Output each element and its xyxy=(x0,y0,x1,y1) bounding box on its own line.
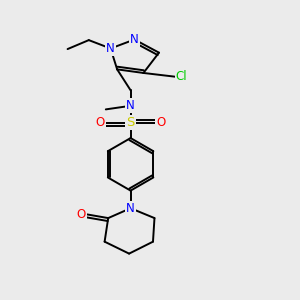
Text: N: N xyxy=(130,33,139,46)
Text: N: N xyxy=(126,99,135,112)
Text: O: O xyxy=(77,208,86,221)
Text: S: S xyxy=(126,116,135,129)
Text: N: N xyxy=(106,42,115,55)
Text: Cl: Cl xyxy=(176,70,188,83)
Text: O: O xyxy=(96,116,105,129)
Text: N: N xyxy=(126,202,135,215)
Text: O: O xyxy=(156,116,165,129)
